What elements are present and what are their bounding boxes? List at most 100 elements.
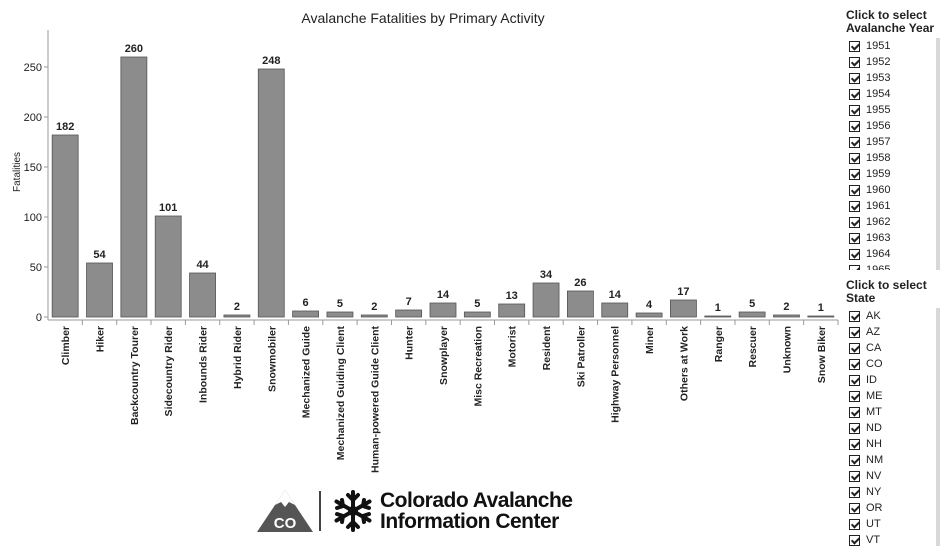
year-list[interactable]: 1951 1952 1953 1954 1955 1956 1957 1958 1959 1960… [846, 38, 940, 270]
state-filter-item[interactable]: ID [846, 372, 940, 388]
checkbox-checked-icon[interactable] [849, 326, 860, 338]
state-scrollbar[interactable] [936, 308, 940, 546]
checkbox-checked-icon[interactable] [849, 104, 860, 116]
state-filter: Click to select State AK AZ CA CO ID ME MT ND NH… [846, 279, 940, 546]
x-category-label: Mechanized Guiding Client [335, 326, 347, 461]
bar[interactable] [601, 302, 629, 318]
bar[interactable] [807, 315, 835, 318]
checkbox-checked-icon[interactable] [849, 72, 860, 84]
year-filter-item[interactable]: 1956 [846, 118, 940, 134]
year-filter-item[interactable]: 1951 [846, 38, 940, 54]
bar[interactable] [189, 272, 216, 318]
bar[interactable] [360, 314, 388, 318]
bar[interactable] [429, 302, 457, 318]
bar[interactable] [463, 311, 491, 318]
checkbox-checked-icon[interactable] [849, 342, 860, 354]
state-list[interactable]: AK AZ CA CO ID ME MT ND NH NM NV NY OR UT VT [846, 308, 940, 546]
checkbox-checked-icon[interactable] [849, 120, 860, 132]
checkbox-checked-icon[interactable] [849, 184, 860, 196]
checkbox-checked-icon[interactable] [849, 390, 860, 402]
bar[interactable] [326, 311, 354, 318]
year-filter-item[interactable]: 1961 [846, 198, 940, 214]
checkbox-checked-icon[interactable] [849, 486, 860, 498]
bar-value-label: 101 [159, 202, 177, 214]
checkbox-checked-icon[interactable] [849, 248, 860, 260]
bar[interactable] [223, 314, 251, 318]
year-filter-item[interactable]: 1958 [846, 150, 940, 166]
bar[interactable] [120, 56, 148, 318]
year-filter-item[interactable]: 1964 [846, 246, 940, 262]
year-scrollbar[interactable] [936, 38, 940, 270]
checkbox-checked-icon[interactable] [849, 264, 860, 270]
x-category-label: Highway Personnel [610, 326, 622, 423]
caic-logo: CO Colorado Avalanche Information Center [255, 488, 595, 534]
bar[interactable] [395, 309, 423, 318]
state-filter-item[interactable]: MT [846, 404, 940, 420]
checkbox-checked-icon[interactable] [849, 470, 860, 482]
checkbox-checked-icon[interactable] [849, 518, 860, 530]
checkbox-checked-icon[interactable] [849, 152, 860, 164]
x-category-label: Rescuer [747, 326, 759, 367]
state-filter-label: VT [866, 534, 881, 546]
bar[interactable] [86, 262, 113, 318]
bar[interactable] [532, 282, 560, 318]
bar[interactable] [292, 310, 320, 318]
year-filter-item[interactable]: 1957 [846, 134, 940, 150]
year-filter-item[interactable]: 1955 [846, 102, 940, 118]
checkbox-checked-icon[interactable] [849, 310, 860, 322]
checkbox-checked-icon[interactable] [849, 88, 860, 100]
checkbox-checked-icon[interactable] [849, 534, 860, 546]
bar[interactable] [566, 290, 594, 318]
checkbox-checked-icon[interactable] [849, 216, 860, 228]
year-filter-item[interactable]: 1952 [846, 54, 940, 70]
x-category-label: Resident [541, 325, 553, 370]
bar[interactable] [154, 215, 182, 318]
state-filter-item[interactable]: UT [846, 516, 940, 532]
checkbox-checked-icon[interactable] [849, 40, 860, 52]
bar[interactable] [670, 299, 697, 318]
bar[interactable] [704, 315, 732, 318]
state-filter-item[interactable]: AZ [846, 324, 940, 340]
checkbox-checked-icon[interactable] [849, 406, 860, 418]
checkbox-checked-icon[interactable] [849, 454, 860, 466]
bar[interactable] [51, 134, 79, 318]
bar[interactable] [498, 303, 526, 318]
checkbox-checked-icon[interactable] [849, 168, 860, 180]
checkbox-checked-icon[interactable] [849, 422, 860, 434]
checkbox-checked-icon[interactable] [849, 136, 860, 148]
year-filter-item[interactable]: 1965 [846, 262, 940, 270]
checkbox-checked-icon[interactable] [849, 502, 860, 514]
checkbox-checked-icon[interactable] [849, 56, 860, 68]
year-filter-item[interactable]: 1963 [846, 230, 940, 246]
checkbox-checked-icon[interactable] [849, 200, 860, 212]
checkbox-checked-icon[interactable] [849, 232, 860, 244]
state-filter-item[interactable]: ND [846, 420, 940, 436]
state-filter-item[interactable]: VT [846, 532, 940, 546]
state-filter-item[interactable]: NM [846, 452, 940, 468]
state-filter-item[interactable]: AK [846, 308, 940, 324]
year-filter-item[interactable]: 1959 [846, 166, 940, 182]
state-filter-item[interactable]: NH [846, 436, 940, 452]
state-filter-item[interactable]: OR [846, 500, 940, 516]
state-filter-item[interactable]: CO [846, 356, 940, 372]
state-filter-item[interactable]: CA [846, 340, 940, 356]
bar[interactable] [773, 314, 800, 318]
y-tick-label: 0 [36, 312, 42, 324]
year-filter-item[interactable]: 1954 [846, 86, 940, 102]
checkbox-checked-icon[interactable] [849, 374, 860, 386]
state-filter-item[interactable]: ME [846, 388, 940, 404]
year-filter-item[interactable]: 1953 [846, 70, 940, 86]
logo-badge-text: CO [274, 515, 297, 532]
bar[interactable] [257, 68, 285, 318]
bar-value-label: 248 [262, 55, 280, 67]
state-filter-item[interactable]: NV [846, 468, 940, 484]
state-filter-item[interactable]: NY [846, 484, 940, 500]
bar[interactable] [635, 312, 663, 318]
bar[interactable] [738, 311, 766, 318]
year-filter-label: 1955 [866, 104, 891, 116]
x-category-label: Snowplayer [438, 326, 450, 385]
year-filter-item[interactable]: 1962 [846, 214, 940, 230]
checkbox-checked-icon[interactable] [849, 438, 860, 450]
year-filter-item[interactable]: 1960 [846, 182, 940, 198]
checkbox-checked-icon[interactable] [849, 358, 860, 370]
